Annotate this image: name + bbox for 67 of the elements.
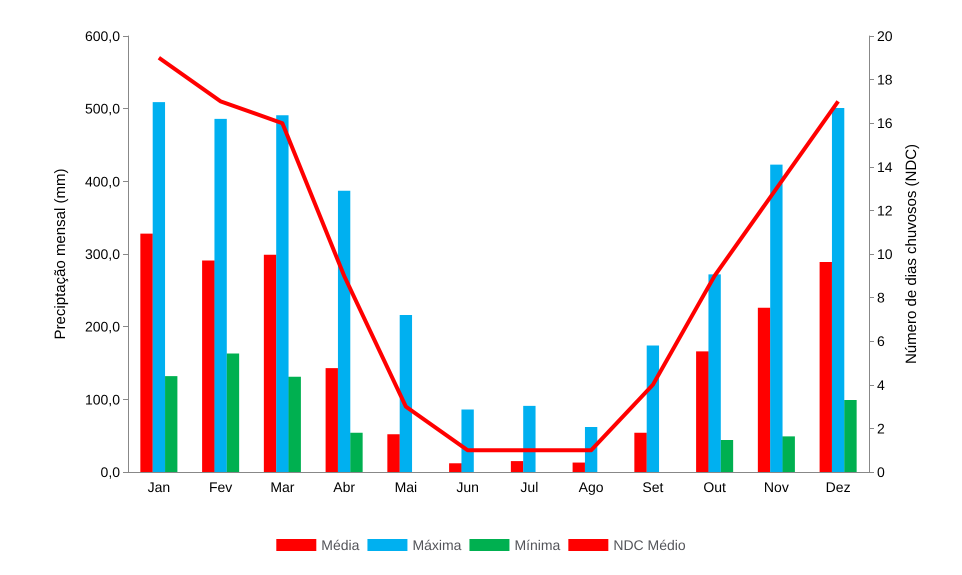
x-tick-label: Mar [270,479,295,495]
y-tick-label: 100,0 [84,391,120,408]
bar [461,410,474,472]
bar [140,234,153,472]
y-tick-label: 200,0 [84,318,120,335]
x-tick-label: Jun [456,479,479,495]
legend-label: Máxima [412,537,462,553]
line-series [156,56,840,452]
bar [276,115,289,472]
y-tick-label: 500,0 [84,100,120,117]
x-tick-label: Ago [578,479,604,495]
bar [820,262,832,472]
legend-label: NDC Médio [613,537,686,553]
y2-tick-label: 18 [877,72,893,88]
bar [152,102,166,472]
bar [758,308,770,472]
x-tick-label: Set [642,479,664,495]
y2-tick-label: 14 [877,158,893,175]
x-tick-label: Out [703,479,726,495]
bar [387,434,400,472]
bar [770,164,783,472]
y2-tick-label: 0 [877,464,885,480]
bar [350,432,363,472]
bar [572,462,585,472]
bar [264,254,276,472]
bar [696,351,708,472]
legend-label: Média [321,537,360,553]
bar [634,432,647,472]
y2-tick-label: 2 [877,420,885,436]
bar [708,274,721,472]
bar [646,346,660,472]
bar [832,108,844,472]
y2-tick-label: 16 [877,115,893,132]
bar [720,440,734,472]
legend-label: Mínima [514,537,561,553]
bar [338,190,350,472]
y2-tick-label: 20 [877,28,893,44]
y2-tick-label: 8 [877,290,885,306]
y-tick-label: 300,0 [84,246,120,262]
x-tick-label: Mai [394,479,418,495]
bar [844,400,857,472]
bar [326,368,338,472]
x-tick-label: Nov [764,479,789,495]
bar [523,406,536,472]
x-tick-label: Abr [333,479,356,495]
y-axis-title: Preciptação mensal (mm) [52,168,69,340]
y-tick-label: 600,0 [84,28,120,44]
x-tick-label: Fev [208,479,232,495]
x-tick-label: Dez [826,479,851,495]
y2-tick-label: 12 [877,202,893,218]
bar [288,376,301,472]
x-tick-label: Jan [148,479,170,495]
bar [214,118,227,472]
bar [782,436,795,472]
y-tick-label: 0,0 [100,464,120,480]
y2-axis-title: Número de dias chuvosos (NDC) [903,144,920,364]
y-tick-label: 400,0 [84,173,120,190]
bar [165,376,178,472]
bar [202,260,214,472]
y2-tick-label: 10 [877,246,893,262]
bar [400,315,412,472]
y2-tick-label: 4 [877,376,885,393]
y2-tick-label: 6 [877,333,885,350]
x-tick-label: Jul [520,479,538,495]
bar [510,461,524,472]
bar [226,354,240,472]
bar [449,463,462,472]
